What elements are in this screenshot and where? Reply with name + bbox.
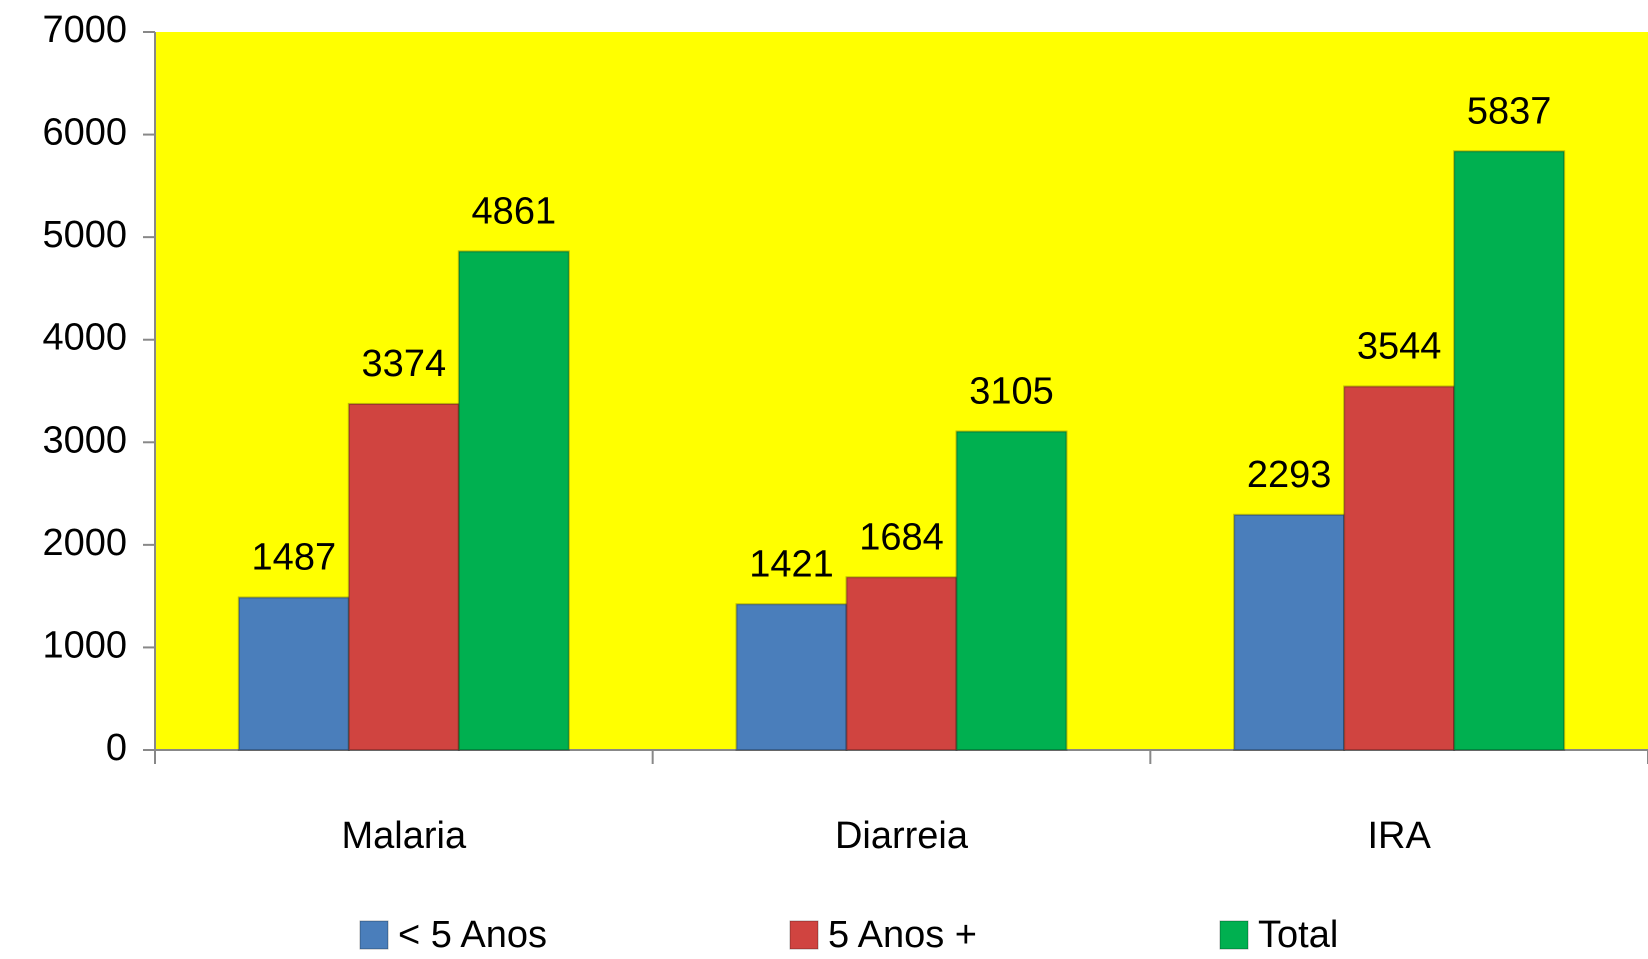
bar	[955, 430, 1068, 751]
legend-label: < 5 Anos	[398, 914, 547, 956]
legend-swatch	[789, 920, 819, 950]
bar	[1343, 385, 1456, 751]
bar	[1233, 513, 1346, 751]
data-label: 1684	[859, 516, 944, 558]
bar	[735, 603, 848, 751]
legend-swatch	[359, 920, 389, 950]
data-label: 3544	[1357, 326, 1442, 368]
y-tick-label: 4000	[42, 317, 127, 359]
legend-label: Total	[1258, 914, 1338, 956]
bar	[1453, 150, 1566, 751]
y-tick-label: 6000	[42, 112, 127, 154]
y-tick-label: 3000	[42, 419, 127, 461]
data-label: 1487	[252, 537, 337, 579]
data-label: 4861	[472, 190, 557, 232]
data-label: 2293	[1247, 454, 1332, 496]
y-tick-label: 2000	[42, 522, 127, 564]
x-tick-label: Diarreia	[835, 815, 969, 857]
x-tick-label: IRA	[1367, 815, 1431, 857]
bar	[237, 596, 350, 751]
y-tick-label: 7000	[42, 9, 127, 51]
bar	[457, 250, 570, 751]
data-label: 1421	[749, 543, 834, 585]
y-tick-label: 5000	[42, 214, 127, 256]
y-tick-label: 0	[106, 727, 127, 769]
legend-swatch	[1219, 920, 1249, 950]
legend-label: 5 Anos +	[828, 914, 977, 956]
data-label: 5837	[1467, 90, 1552, 132]
data-label: 3374	[362, 343, 447, 385]
bar	[845, 576, 958, 751]
y-tick-label: 1000	[42, 624, 127, 666]
bar	[347, 402, 460, 751]
x-tick-label: Malaria	[342, 815, 467, 857]
data-label: 3105	[969, 371, 1054, 413]
